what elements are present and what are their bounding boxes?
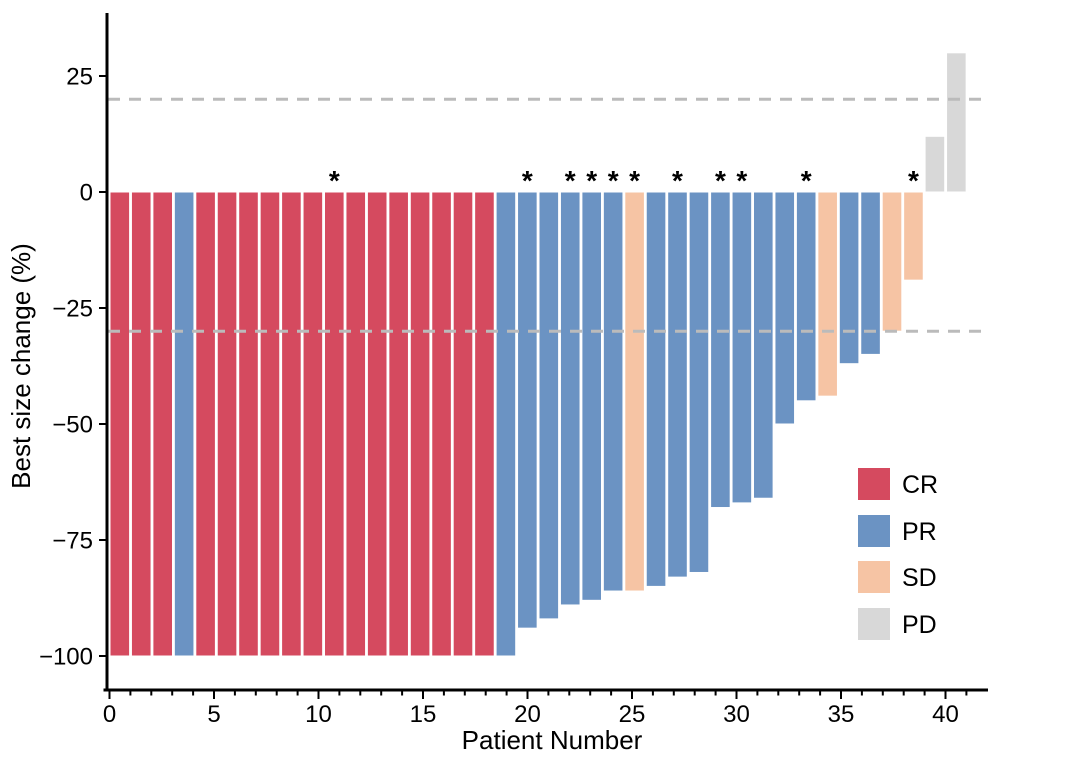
bar-patient-11 [324,191,345,657]
bar-patient-32 [774,191,796,425]
legend-item-cr: CR [858,468,938,500]
bar-patient-3 [152,191,173,657]
legend-swatch-pd [858,608,890,640]
bar-patient-4 [173,191,195,657]
y-tick-label-0: 0 [80,180,93,207]
legend-swatch-cr [858,468,890,500]
bar-patient-39 [924,135,946,193]
x-tick-label-40: 40 [932,701,959,728]
bar-patient-7 [238,191,259,657]
bar-patient-36 [860,191,881,355]
x-tick-label-20: 20 [514,701,541,728]
bar-patient-13 [366,191,388,657]
bar-patient-24 [602,191,624,592]
x-tick-label-15: 15 [410,701,437,728]
bar-patient-26 [645,191,667,587]
bar-patient-33 [795,191,817,402]
y-tick-label-25: 25 [66,64,93,91]
bar-patient-19 [495,191,517,657]
bar-patient-1 [109,191,131,657]
star-annotation-patient-27: * [672,165,683,196]
x-tick-label-30: 30 [723,701,750,728]
bar-patient-37 [881,191,903,332]
star-annotation-patient-30: * [736,165,747,196]
bar-patient-28 [688,191,710,573]
bar-patient-2 [130,191,152,657]
bar-patient-35 [838,191,860,365]
star-annotation-patient-24: * [608,165,619,196]
bar-patient-30 [731,191,753,504]
star-annotation-patient-20: * [522,165,533,196]
legend-label-pr: PR [902,518,937,546]
y-tick-label--75: −75 [52,528,93,555]
legend-item-pd: PD [858,608,937,640]
star-annotation-patient-29: * [715,165,726,196]
bar-patient-16 [431,191,452,657]
bar-patient-25 [624,191,645,592]
y-tick-label--100: −100 [39,644,93,671]
legend: CR PR SD PD [858,468,938,640]
bars-layer [109,52,967,657]
bar-patient-6 [216,191,238,657]
bar-patient-22 [559,191,581,606]
bar-patient-34 [817,191,838,397]
x-tick-label-5: 5 [207,701,220,728]
star-annotation-patient-22: * [565,165,576,196]
legend-label-pd: PD [902,611,937,639]
axes-layer: 0 5 10 15 20 25 30 35 40 25 0 −25 −50 −75 −100 [39,13,988,728]
star-annotation-patient-25: * [629,165,640,196]
bar-patient-15 [409,191,431,657]
legend-swatch-sd [858,561,890,593]
bar-patient-9 [281,191,302,657]
bar-patient-21 [538,191,560,620]
bar-patient-18 [474,191,495,657]
legend-item-sd: SD [858,561,937,593]
bar-patient-23 [581,191,603,601]
star-annotation-patient-11: * [329,165,340,196]
x-tick-label-0: 0 [103,701,116,728]
x-tick-label-35: 35 [828,701,855,728]
bar-patient-17 [452,191,474,657]
bar-patient-10 [302,191,324,657]
star-annotations-layer: * * * * * * * * * * * [329,165,919,196]
legend-label-cr: CR [902,471,938,499]
y-axis-title: Best size change (%) [6,243,36,489]
star-annotation-patient-38: * [908,165,919,196]
x-axis-title: Patient Number [462,725,643,755]
y-tick-label--25: −25 [52,296,93,323]
bar-patient-12 [345,191,367,657]
bar-patient-40 [946,52,967,193]
y-tick-label--50: −50 [52,412,93,439]
legend-item-pr: PR [858,515,937,547]
bar-patient-5 [195,191,216,657]
star-annotation-patient-33: * [801,165,812,196]
star-annotation-patient-23: * [586,165,597,196]
bar-patient-20 [517,191,538,629]
legend-swatch-pr [858,515,890,547]
x-tick-label-10: 10 [305,701,332,728]
bar-patient-29 [710,191,731,509]
bar-patient-38 [903,191,924,281]
bar-patient-27 [667,191,688,578]
bar-patient-31 [753,191,774,499]
x-tick-label-25: 25 [619,701,646,728]
bar-patient-14 [388,191,409,657]
legend-label-sd: SD [902,564,937,592]
bar-patient-8 [259,191,281,657]
